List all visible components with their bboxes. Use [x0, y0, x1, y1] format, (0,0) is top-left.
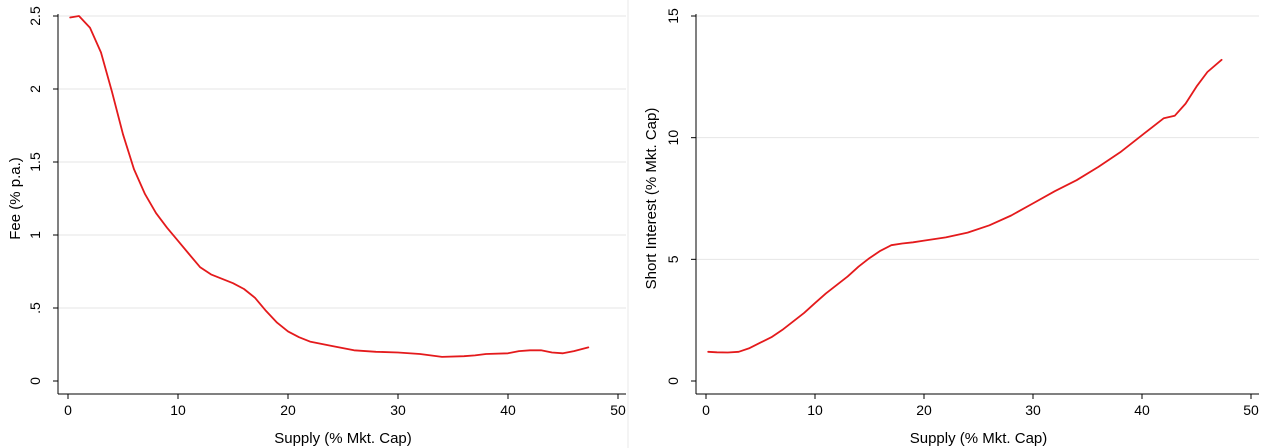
y-tick-label: 1.5 — [27, 152, 43, 172]
y-tick-label: 2 — [27, 85, 43, 93]
x-tick-label: 30 — [1025, 402, 1041, 418]
x-tick-label: 0 — [702, 402, 710, 418]
y-axis-title: Short Interest (% Mkt. Cap) — [643, 108, 660, 290]
x-tick-label: 30 — [390, 402, 406, 418]
x-tick-label: 10 — [807, 402, 823, 418]
y-axis-title: Fee (% p.a.) — [7, 157, 24, 240]
y-tick-label: 0 — [27, 377, 43, 385]
y-tick-label: 2.5 — [27, 6, 43, 26]
x-tick-label: 20 — [916, 402, 932, 418]
x-tick-label: 50 — [610, 402, 626, 418]
x-axis-title: Supply (% Mkt. Cap) — [910, 430, 1048, 447]
y-tick-label: 5 — [665, 255, 681, 263]
x-tick-label: 0 — [64, 402, 72, 418]
x-tick-label: 40 — [500, 402, 516, 418]
x-axis-title: Supply (% Mkt. Cap) — [274, 430, 412, 447]
y-tick-label: 15 — [665, 8, 681, 24]
series-line — [707, 58, 1223, 354]
x-tick-label: 50 — [1243, 402, 1259, 418]
short-interest-chart-panel: 0 5 10 15 0 10 20 30 40 50 Supply (% Mkt. Cap) Shor… — [643, 8, 1259, 447]
y-tick-label: 0 — [665, 377, 681, 385]
y-tick-label: .5 — [27, 302, 43, 314]
fee-chart-panel: 0 .5 1 1.5 2 2.5 0 10 20 30 40 50 Supply (% Mkt. Cap… — [7, 6, 626, 447]
y-tick-label: 1 — [27, 231, 43, 239]
series-line — [69, 15, 590, 358]
x-tick-label: 40 — [1134, 402, 1150, 418]
x-tick-label: 20 — [280, 402, 296, 418]
y-tick-label: 10 — [665, 130, 681, 146]
x-tick-label: 10 — [170, 402, 186, 418]
